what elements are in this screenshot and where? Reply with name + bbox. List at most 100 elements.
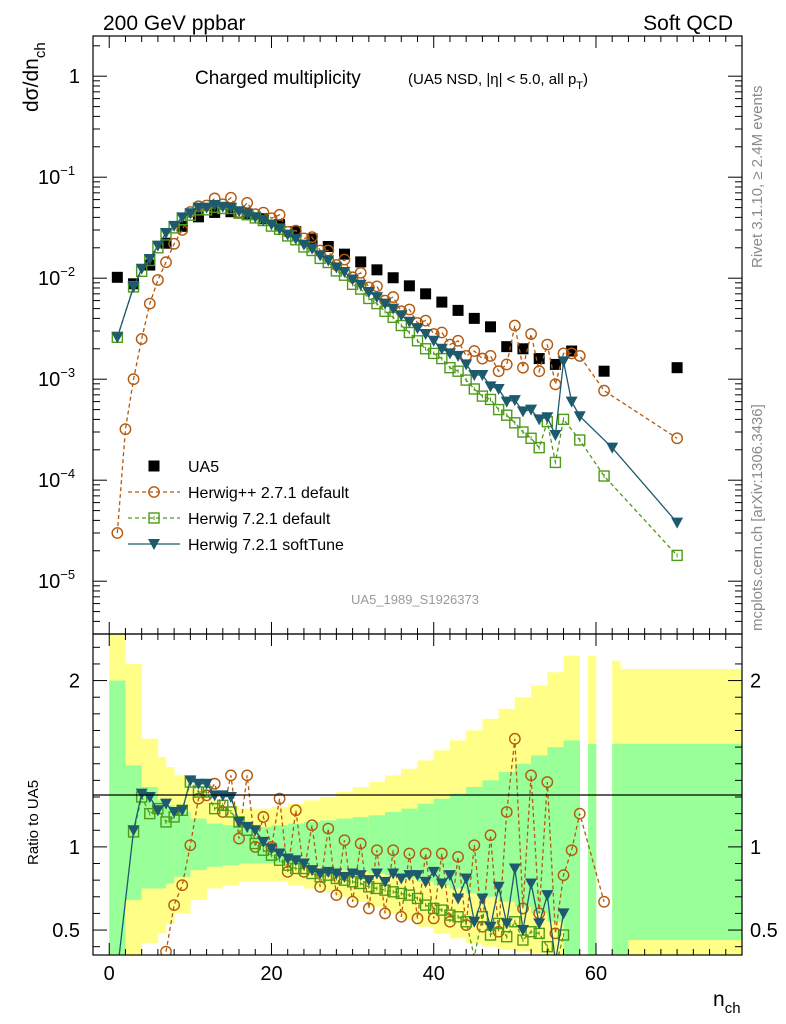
series-3-point [160,228,173,240]
ratio-series-0-point [160,945,172,955]
ratio-series-2-point [370,868,383,880]
series-3-point [379,298,392,310]
series-2-point [452,365,464,377]
series-2-point [525,432,537,444]
band-inner-bin [303,821,321,867]
ratio-series-2-point [484,921,497,933]
ratio-y-tick-label-right: 2 [750,671,761,693]
series-2-point [509,417,521,429]
ratio-series-0-point [184,839,197,852]
series-3-point [468,370,481,382]
y-tick-label: 10−2 [38,264,75,290]
ratio-series-0-point [557,869,570,882]
series-3-point [330,262,343,274]
series-3-point [176,212,189,224]
series-3-point [143,253,156,265]
ratio-series-2-point [476,893,489,905]
series-1-point [492,365,505,378]
series-3-point [557,356,570,368]
series-1-point [452,334,464,347]
series-3-point [573,411,586,423]
ratio-series-0-point [403,847,416,860]
series-1-point [508,319,521,332]
ratio-series-0-point [306,819,318,832]
ratio-series-1-line [132,780,565,955]
series-1-point [168,237,181,250]
ratio-series-0-point [541,776,554,788]
ratio-series-2-point [192,778,205,790]
x-tick-label: 40 [423,963,445,985]
ratio-series-2-point [233,816,246,828]
series-0-point [420,288,432,300]
series-1-point [419,314,432,327]
series-3-point [541,412,554,424]
ratio-series-2-point [200,778,213,790]
series-1-point [565,347,578,360]
ratio-series-2-point [297,858,310,870]
ratio-series-2-point [419,876,432,888]
series-2-point [460,374,472,386]
series-0-point [290,226,302,238]
ratio-series-0-point [500,806,513,818]
series-1-point [160,256,172,269]
series-3-point [200,202,213,214]
band-inner-bin [498,772,516,902]
ratio-series-1-point [557,929,570,941]
ratio-series-2-point [265,843,278,855]
band-inner-bin [222,825,240,866]
ratio-series-2-point [127,825,140,837]
ratio-series-2-point [516,925,529,937]
ratio-series-2-point [330,868,343,880]
band-inner-bin [166,805,175,884]
ratio-series-2-point [208,790,221,802]
ratio-series-1-point [371,882,383,895]
series-0-point [192,211,204,223]
series-1-point [151,274,164,286]
ratio-series-2-point [241,821,254,833]
x-tick-label: 20 [260,963,282,985]
series-3-point [452,350,465,362]
band-inner-bin [620,743,629,955]
series-3-point [419,329,432,341]
series-3-point [427,335,440,347]
series-3-point [460,359,473,371]
series-2-point [671,549,683,562]
band-inner-bin [206,823,224,867]
ratio-series-0-point [508,732,521,745]
ratio-series-2-point [362,875,375,887]
ratio-series-2-point [273,848,286,860]
ratio-series-0-point [517,902,529,915]
series-2-point [501,409,513,421]
series-2-point [557,413,570,426]
series-3-point [297,239,310,251]
series-2-point [549,456,562,469]
series-2-point [476,390,489,402]
plot-subtitle: (UA5 NSD, |η| < 5.0, all pT) [408,71,588,92]
series-0-point [387,272,399,284]
band-inner-bin [141,787,159,889]
ratio-series-2-point [557,908,570,920]
series-3-point [354,279,367,291]
ratio-series-2-point [403,870,416,882]
ratio-series-0-point [419,847,432,860]
ratio-series-0-point [435,847,448,860]
ratio-series-2-point [224,791,237,803]
ratio-series-2-point [176,805,189,817]
series-1-point [306,231,318,244]
series-3-point [395,310,408,322]
series-2-point [484,393,497,406]
ratio-series-1-point [411,892,424,905]
series-3-point [492,383,505,395]
ratio-series-0-point [387,844,400,857]
series-3-point [135,263,148,275]
band-inner-bin [587,743,597,955]
ratio-y-tick-label-left: 0.5 [52,920,80,942]
ratio-y-tick-label-left: 1 [69,837,80,859]
series-0-point [176,220,188,232]
ratio-series-0-point [354,837,367,850]
legend-marker-1 [148,486,160,498]
legend: UA5 Herwig++ 2.7.1 default Herwig 7.2.1 de… [128,459,350,554]
series-1-point [541,338,554,351]
band-inner-bin [190,818,207,871]
series-2-point [598,470,610,482]
